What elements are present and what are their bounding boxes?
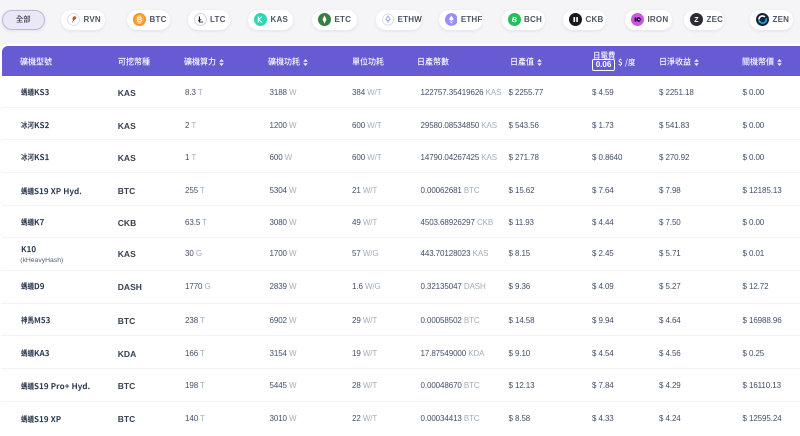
svg-text:B: B — [137, 15, 143, 24]
svg-text:B: B — [510, 15, 517, 25]
svg-text:Z: Z — [694, 17, 699, 24]
